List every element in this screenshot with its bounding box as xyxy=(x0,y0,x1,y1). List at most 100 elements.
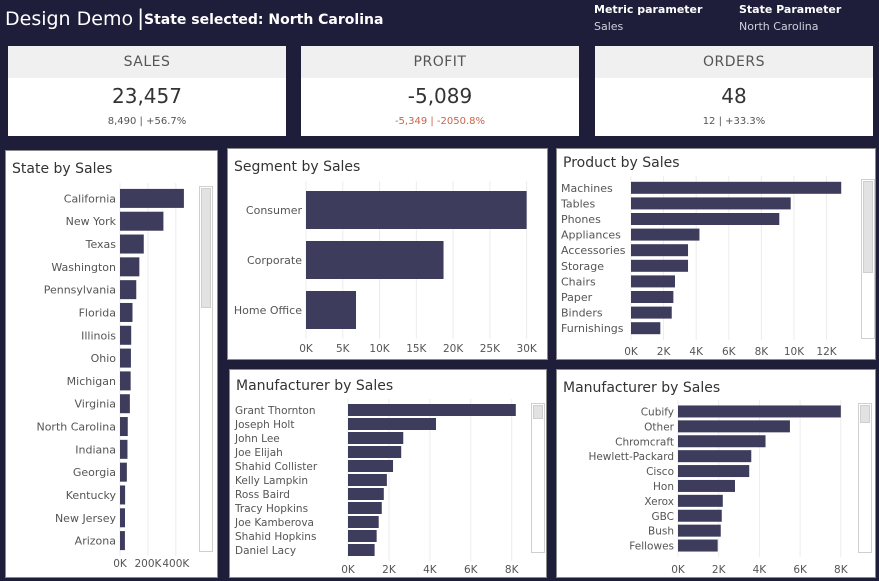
bar[interactable] xyxy=(120,439,128,459)
bar[interactable] xyxy=(306,191,527,229)
bar[interactable] xyxy=(678,524,721,537)
axis-tick-label: 20K xyxy=(443,343,464,355)
state-parameter[interactable]: State Parameter North Carolina xyxy=(739,3,841,33)
category-label: John Lee xyxy=(234,433,280,445)
scrollbar-thumb[interactable] xyxy=(863,181,873,273)
scrollbar[interactable] xyxy=(531,403,545,553)
bar[interactable] xyxy=(678,450,752,463)
bar[interactable] xyxy=(120,234,144,254)
kpi-value-sales: 23,457 xyxy=(112,84,182,108)
bar[interactable] xyxy=(120,280,137,300)
bar[interactable] xyxy=(348,404,516,416)
scrollbar[interactable] xyxy=(858,403,872,553)
bar[interactable] xyxy=(120,325,132,345)
category-label: Chairs xyxy=(561,275,596,288)
category-label: GBC xyxy=(652,511,675,523)
bar[interactable] xyxy=(348,432,404,444)
bar[interactable] xyxy=(120,462,127,482)
bar[interactable] xyxy=(120,257,140,277)
axis-tick-label: 4K xyxy=(753,564,768,576)
kpi-card-sales[interactable]: SALES 23,457 8,490 | +56.7% xyxy=(8,46,286,136)
bar[interactable] xyxy=(348,488,384,500)
category-label: Joseph Holt xyxy=(234,419,294,431)
bar[interactable] xyxy=(120,531,125,551)
scrollbar[interactable] xyxy=(861,179,875,339)
bar[interactable] xyxy=(631,213,780,225)
category-label: Florida xyxy=(79,306,116,319)
bar[interactable] xyxy=(348,474,387,486)
bar[interactable] xyxy=(120,508,125,528)
manufacturer-by-sales-chart-left[interactable]: Grant Thornton Joseph Holt John Lee Joe Eli… xyxy=(230,370,546,577)
kpi-card-orders[interactable]: ORDERS 48 12 | +33.3% xyxy=(595,46,873,136)
metric-parameter[interactable]: Metric parameter Sales xyxy=(594,3,702,33)
bar[interactable] xyxy=(348,418,436,430)
bar[interactable] xyxy=(678,405,841,418)
state-parameter-value[interactable]: North Carolina xyxy=(739,20,819,33)
axis-tick-label: 0K xyxy=(624,346,639,358)
state-by-sales-chart[interactable]: California New York Texas Washington Pennsyl… xyxy=(6,151,217,577)
bar[interactable] xyxy=(120,348,131,368)
bar[interactable] xyxy=(678,465,750,478)
category-label: Home Office xyxy=(234,304,302,317)
bar[interactable] xyxy=(120,417,128,437)
axis-tick-label: 2K xyxy=(382,564,397,576)
bar[interactable] xyxy=(120,485,126,505)
axis-tick-label: 8K xyxy=(834,564,849,576)
bar[interactable] xyxy=(120,211,164,231)
metric-parameter-value[interactable]: Sales xyxy=(594,20,624,33)
axis-tick-label: 200K xyxy=(134,558,162,570)
bar[interactable] xyxy=(631,291,674,303)
bar[interactable] xyxy=(120,302,133,322)
bar[interactable] xyxy=(348,516,379,528)
product-by-sales-chart[interactable]: Machines Tables Phones Appliances Accessorie… xyxy=(557,149,875,359)
bar[interactable] xyxy=(678,420,790,433)
bar[interactable] xyxy=(348,446,402,458)
bar[interactable] xyxy=(348,502,382,514)
bar[interactable] xyxy=(306,291,357,329)
category-label: New York xyxy=(66,215,117,228)
scrollbar-thumb[interactable] xyxy=(860,405,870,423)
bar[interactable] xyxy=(348,460,394,472)
kpi-label-profit: PROFIT xyxy=(301,46,579,78)
category-label: California xyxy=(64,192,116,205)
bar[interactable] xyxy=(678,539,718,552)
bar[interactable] xyxy=(348,530,377,542)
bar[interactable] xyxy=(120,394,130,414)
bar[interactable] xyxy=(631,244,689,257)
kpi-change-orders: 12 | +33.3% xyxy=(702,116,766,127)
kpi-card-profit[interactable]: PROFIT -5,089 -5,349 | -2050.8% xyxy=(301,46,579,136)
category-label: Tables xyxy=(560,197,595,210)
axis-tick-label: 0K xyxy=(671,564,686,576)
category-label: Hewlett-Packard xyxy=(588,451,674,463)
bar[interactable] xyxy=(631,306,672,319)
bar[interactable] xyxy=(678,509,722,522)
bar[interactable] xyxy=(678,435,766,448)
bar[interactable] xyxy=(631,275,675,288)
bar[interactable] xyxy=(631,228,700,241)
bar[interactable] xyxy=(678,494,723,507)
manufacturer-by-sales-panel-right: Manufacturer by Sales Cubify Other Chromcr… xyxy=(556,369,876,578)
manufacturer-by-sales-chart-right[interactable]: Cubify Other Chromcraft Hewlett-Packard Cisc… xyxy=(557,370,875,577)
segment-by-sales-chart[interactable]: Consumer Corporate Home Office 0K 5K 10K 15K 20… xyxy=(228,149,547,359)
bar[interactable] xyxy=(631,322,661,335)
bar[interactable] xyxy=(120,188,184,208)
bar[interactable] xyxy=(120,371,131,391)
category-label: New Jersey xyxy=(55,512,117,525)
scrollbar[interactable] xyxy=(199,186,213,552)
scrollbar-thumb[interactable] xyxy=(201,188,211,308)
category-label: Consumer xyxy=(246,204,303,217)
bar[interactable] xyxy=(306,241,444,279)
bar[interactable] xyxy=(631,197,791,210)
bar[interactable] xyxy=(348,544,375,556)
category-label: Illinois xyxy=(81,329,116,342)
category-label: Corporate xyxy=(247,254,302,267)
bar[interactable] xyxy=(678,479,735,492)
scrollbar-thumb[interactable] xyxy=(533,405,543,419)
bar[interactable] xyxy=(631,259,689,272)
axis-tick-label: 12K xyxy=(816,346,837,358)
category-label: Texas xyxy=(85,238,117,251)
category-label: Fellowes xyxy=(629,541,674,553)
category-label: Shahid Hopkins xyxy=(235,531,316,543)
bar[interactable] xyxy=(631,181,842,194)
axis-tick-label: 8K xyxy=(755,346,770,358)
